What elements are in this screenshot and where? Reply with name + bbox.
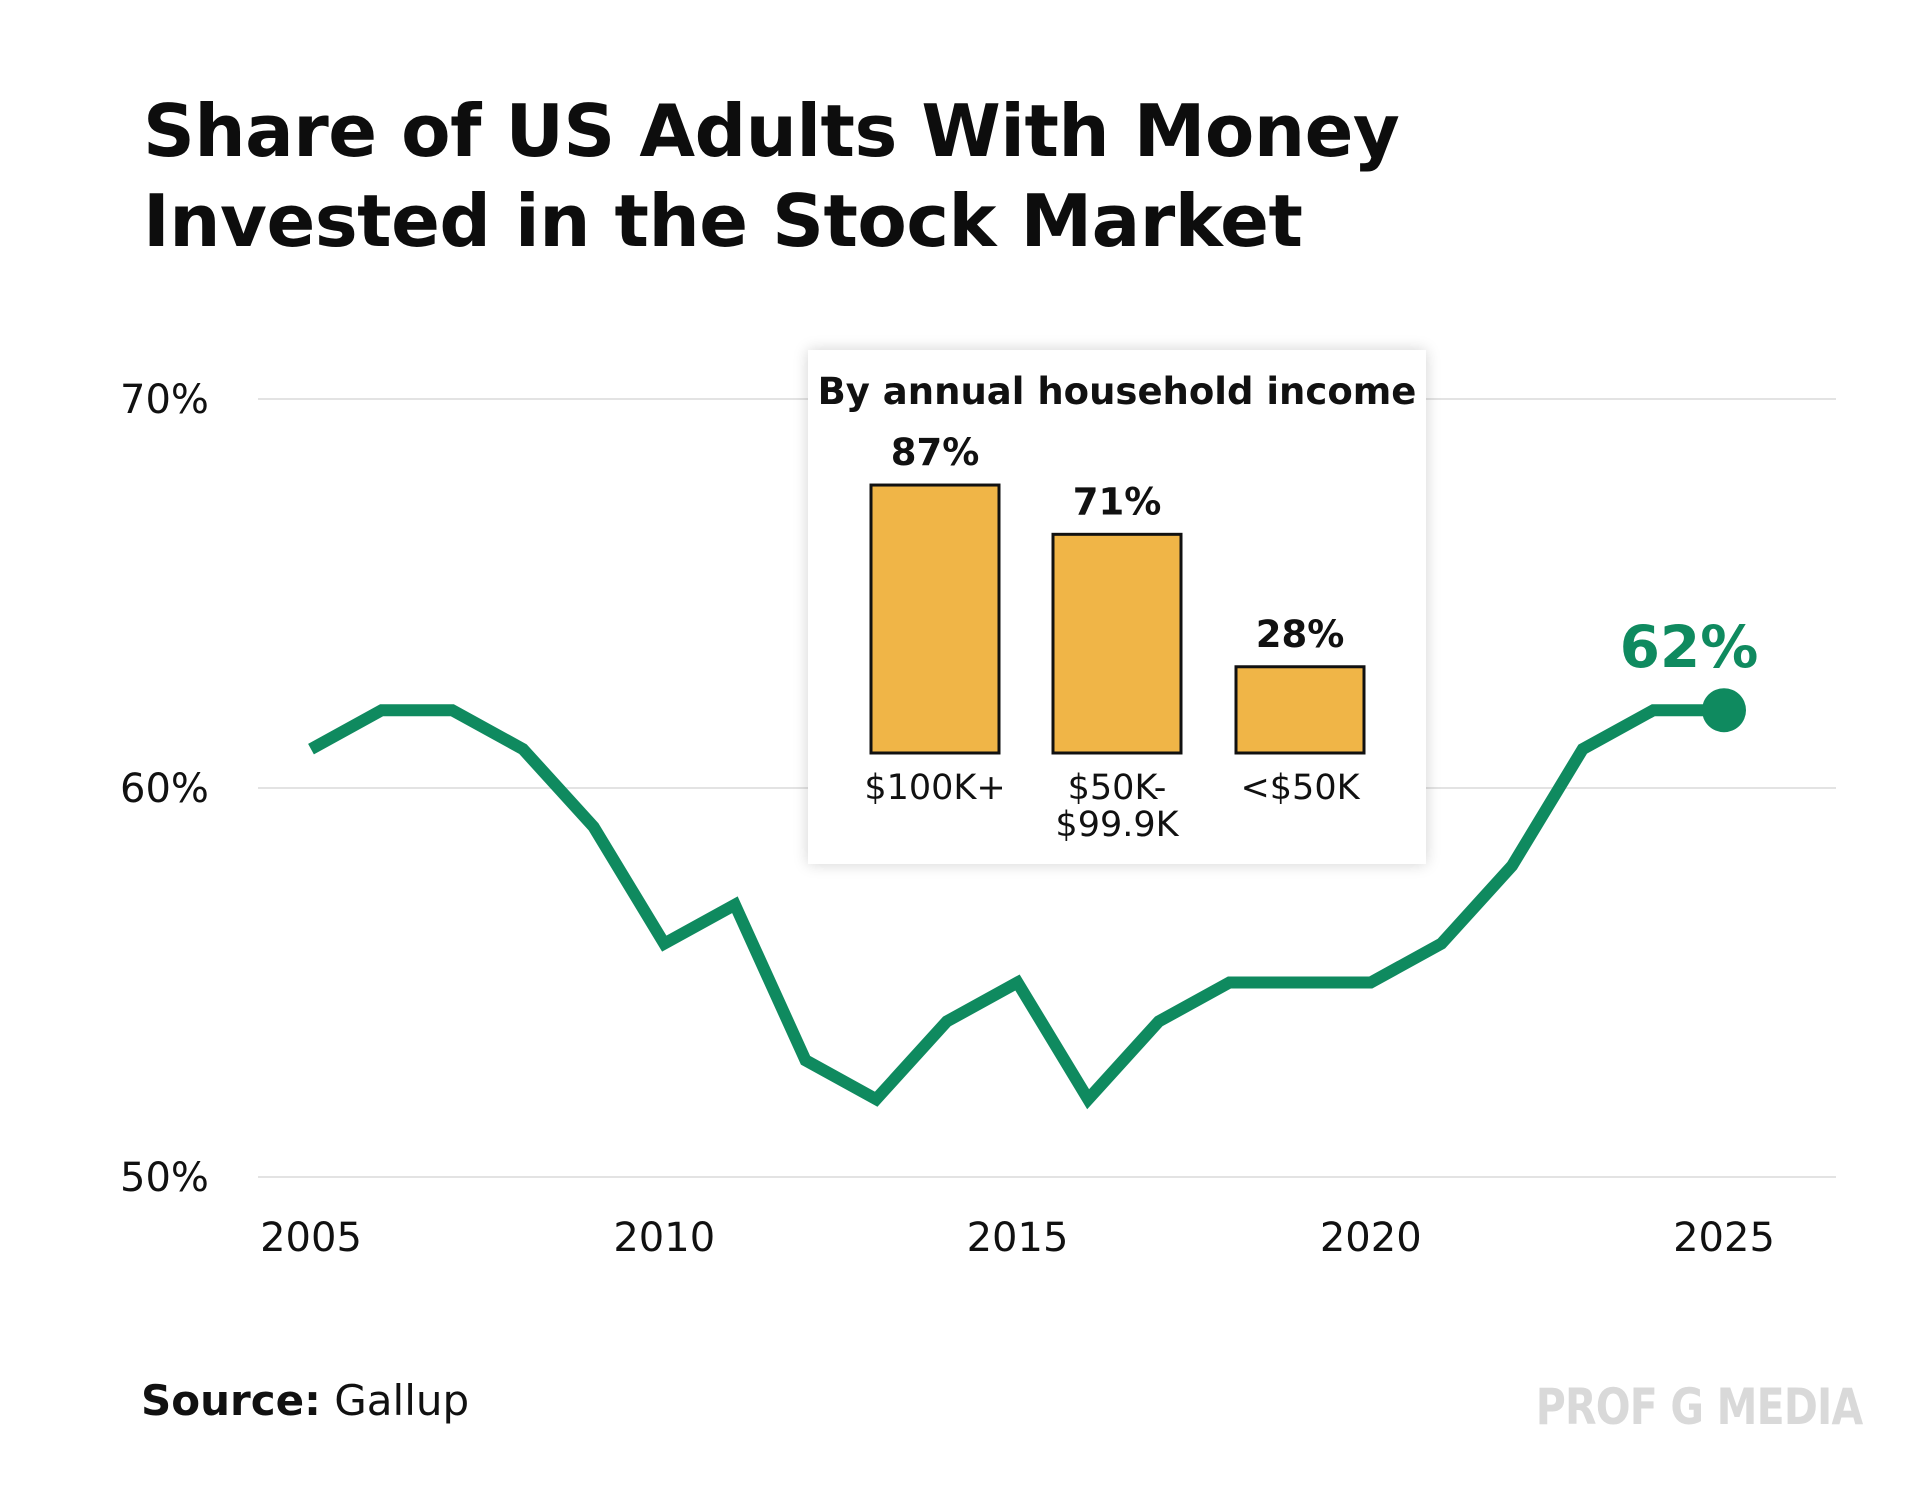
end-point-annotation: 62% bbox=[1620, 613, 1759, 733]
end-value-label: 62% bbox=[1620, 613, 1759, 681]
inset-title: By annual household income bbox=[817, 370, 1417, 413]
bar-category-label: $100K+ bbox=[864, 768, 1005, 808]
bar-category-label: $50K- bbox=[1068, 768, 1167, 808]
x-tick-label: 2010 bbox=[613, 1215, 715, 1261]
watermark-logo: PROF G MEDIA bbox=[1535, 1378, 1863, 1436]
end-point-marker bbox=[1702, 688, 1746, 733]
bar-value-label: 71% bbox=[1073, 480, 1162, 523]
chart-title: Share of US Adults With Money Invested i… bbox=[143, 89, 1400, 263]
x-tick-label: 2020 bbox=[1320, 1215, 1422, 1261]
income-bars: 87% $100K+ 71% $50K-$99.9K 28% <$50K bbox=[864, 431, 1366, 845]
bar-category-label: <$50K bbox=[1240, 768, 1360, 808]
source-label: Source: bbox=[141, 1376, 321, 1425]
income-bar bbox=[1234, 665, 1366, 755]
income-bar bbox=[1051, 532, 1183, 755]
source-note: Source: Gallup bbox=[141, 1376, 469, 1425]
source-text: Gallup bbox=[334, 1376, 470, 1425]
x-axis-ticks: 2005 2010 2015 2020 2025 bbox=[260, 1215, 1775, 1261]
x-tick-label: 2005 bbox=[260, 1215, 362, 1261]
bar-value-label: 87% bbox=[891, 431, 980, 474]
x-tick-label: 2025 bbox=[1673, 1215, 1775, 1261]
x-tick-label: 2015 bbox=[967, 1215, 1069, 1261]
y-tick-label: 60% bbox=[120, 766, 209, 812]
y-tick-label: 70% bbox=[120, 377, 209, 423]
income-bar bbox=[869, 483, 1001, 755]
income-bar-chart: 87% $100K+ 71% $50K-$99.9K 28% <$50K bbox=[864, 431, 1366, 845]
bar-category-label: $99.9K bbox=[1055, 805, 1179, 845]
series-lines bbox=[308, 704, 1724, 1110]
series-line bbox=[308, 704, 1724, 1110]
income-inset-panel: By annual household income 87% $100K+ 71% $… bbox=[808, 350, 1426, 864]
y-tick-label: 50% bbox=[120, 1155, 209, 1201]
bar-value-label: 28% bbox=[1256, 613, 1345, 656]
y-axis-ticks: 50% 60% 70% bbox=[120, 377, 209, 1201]
